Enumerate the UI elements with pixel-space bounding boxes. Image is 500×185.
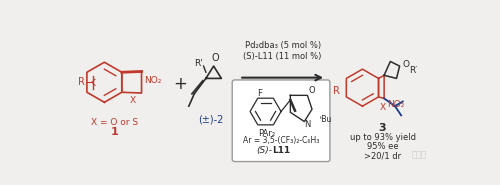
Text: 3: 3 xyxy=(379,123,386,133)
Text: PAr₂: PAr₂ xyxy=(258,129,276,138)
Text: X: X xyxy=(130,96,136,105)
Text: X: X xyxy=(380,103,386,112)
Text: up to 93% yield: up to 93% yield xyxy=(350,133,416,142)
Text: Pd₂dba₃ (5 mol %): Pd₂dba₃ (5 mol %) xyxy=(244,41,320,50)
Text: (S)-L11 (11 mol %): (S)-L11 (11 mol %) xyxy=(244,52,322,61)
Text: N: N xyxy=(304,120,310,129)
Text: NO₂: NO₂ xyxy=(144,76,161,85)
Text: 1: 1 xyxy=(110,127,118,137)
Text: R: R xyxy=(78,77,86,87)
Text: R′: R′ xyxy=(409,66,417,75)
Text: NO₂: NO₂ xyxy=(387,100,404,109)
Text: O: O xyxy=(212,53,219,63)
Text: ᵗBu: ᵗBu xyxy=(320,115,332,125)
Text: (±)-2: (±)-2 xyxy=(198,115,224,125)
Text: 95% ee: 95% ee xyxy=(367,142,398,152)
Text: R': R' xyxy=(194,58,202,68)
Text: O: O xyxy=(402,60,409,69)
Text: Ar = 3,5-(CF₃)₂-C₆H₃: Ar = 3,5-(CF₃)₂-C₆H₃ xyxy=(243,135,319,144)
Text: (S)-: (S)- xyxy=(256,146,272,154)
Text: L11: L11 xyxy=(272,146,291,154)
FancyBboxPatch shape xyxy=(232,80,330,162)
Text: F: F xyxy=(257,89,262,97)
Text: +: + xyxy=(174,75,187,93)
Text: O: O xyxy=(308,86,316,95)
Text: R: R xyxy=(332,86,340,96)
Text: X = O or S: X = O or S xyxy=(91,118,138,127)
Text: >20/1 dr: >20/1 dr xyxy=(364,152,401,161)
Text: 化学加: 化学加 xyxy=(412,150,426,159)
